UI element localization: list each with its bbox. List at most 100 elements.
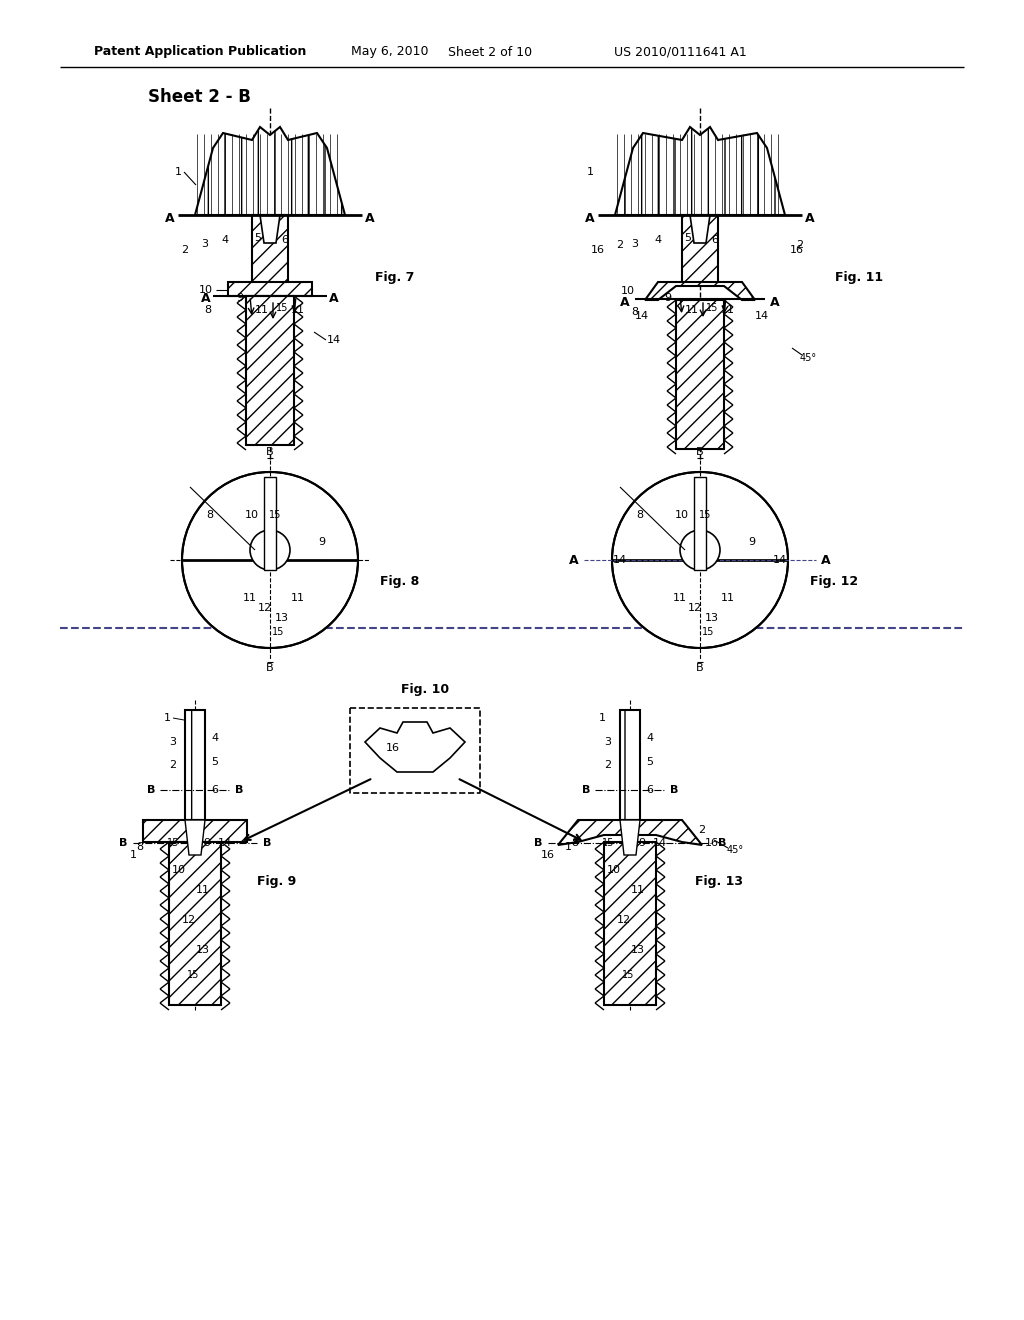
Text: 13: 13 — [705, 612, 719, 623]
Polygon shape — [645, 282, 755, 300]
Text: 12: 12 — [688, 603, 702, 612]
Text: 4: 4 — [221, 235, 228, 246]
Text: 10: 10 — [675, 510, 689, 520]
Text: 16: 16 — [591, 246, 605, 255]
Text: 11: 11 — [673, 593, 687, 603]
Text: 11: 11 — [243, 593, 257, 603]
Text: 45°: 45° — [726, 845, 743, 855]
Polygon shape — [690, 215, 710, 243]
Polygon shape — [260, 215, 280, 243]
Text: A: A — [366, 211, 375, 224]
Bar — [694, 477, 706, 570]
Text: 16: 16 — [386, 743, 400, 752]
Bar — [604, 842, 656, 1005]
Text: 12: 12 — [182, 915, 196, 925]
Circle shape — [680, 531, 720, 570]
Text: 15: 15 — [167, 838, 179, 847]
Text: 14: 14 — [755, 312, 769, 321]
Text: 3: 3 — [632, 239, 639, 249]
Bar — [620, 710, 640, 820]
Text: Patent Application Publication: Patent Application Publication — [94, 45, 306, 58]
Text: 8: 8 — [207, 510, 214, 520]
Bar — [185, 710, 205, 820]
Text: 15: 15 — [186, 970, 200, 979]
Text: 6: 6 — [282, 235, 289, 246]
Text: 15: 15 — [271, 627, 285, 638]
Text: 11: 11 — [196, 884, 210, 895]
Text: 9: 9 — [638, 838, 645, 847]
Text: A: A — [621, 296, 630, 309]
Bar — [143, 820, 247, 842]
Text: 15: 15 — [698, 510, 712, 520]
Circle shape — [250, 531, 290, 570]
Text: 3: 3 — [170, 737, 176, 747]
Text: 8: 8 — [637, 510, 643, 520]
Text: B: B — [234, 785, 243, 795]
Text: 11: 11 — [631, 884, 645, 895]
Text: 8: 8 — [632, 308, 639, 317]
Text: 1: 1 — [174, 168, 181, 177]
Text: 15: 15 — [701, 627, 714, 638]
Text: 45°: 45° — [800, 352, 816, 363]
Text: 9: 9 — [665, 293, 672, 304]
Text: 5: 5 — [212, 756, 218, 767]
Text: A: A — [329, 293, 339, 305]
Text: 8: 8 — [571, 838, 579, 847]
Text: 12: 12 — [258, 603, 272, 612]
Bar — [228, 282, 312, 296]
Text: 9: 9 — [749, 537, 756, 546]
Text: 10: 10 — [607, 865, 621, 875]
Text: 15: 15 — [275, 304, 288, 313]
Text: 13: 13 — [196, 945, 210, 954]
Text: 6: 6 — [212, 785, 218, 795]
Text: 3: 3 — [604, 737, 611, 747]
Text: 10: 10 — [172, 865, 186, 875]
Text: B: B — [146, 785, 156, 795]
Text: 14: 14 — [218, 838, 232, 847]
Text: 9: 9 — [318, 537, 326, 546]
Text: B: B — [266, 447, 273, 457]
Text: 14: 14 — [327, 335, 341, 345]
Text: Fig. 13: Fig. 13 — [695, 875, 743, 888]
Text: B: B — [670, 785, 678, 795]
Text: 1: 1 — [129, 850, 136, 861]
Text: 14: 14 — [653, 838, 667, 847]
Text: 5: 5 — [255, 234, 261, 243]
Text: 4: 4 — [211, 733, 218, 743]
Polygon shape — [195, 127, 345, 215]
Text: 8: 8 — [136, 842, 143, 851]
Text: 14: 14 — [773, 554, 787, 565]
Text: 6: 6 — [646, 785, 653, 795]
Text: 5: 5 — [684, 234, 691, 243]
Polygon shape — [558, 820, 702, 845]
Text: 10: 10 — [199, 285, 213, 294]
Text: Fig. 12: Fig. 12 — [810, 576, 858, 589]
Text: 2: 2 — [698, 825, 706, 836]
Text: 11: 11 — [291, 305, 305, 315]
Text: Fig. 9: Fig. 9 — [257, 875, 296, 888]
Bar — [682, 215, 718, 285]
Text: B: B — [263, 838, 271, 847]
Bar — [246, 296, 294, 445]
Text: 3: 3 — [202, 239, 209, 249]
Text: A: A — [569, 553, 579, 566]
Text: B: B — [696, 447, 703, 457]
Text: 13: 13 — [631, 945, 645, 954]
Text: 1: 1 — [598, 713, 605, 723]
Text: 12: 12 — [616, 915, 631, 925]
Polygon shape — [615, 127, 785, 215]
Text: 2: 2 — [169, 760, 176, 770]
Text: 11: 11 — [255, 305, 269, 315]
Text: 2: 2 — [604, 760, 611, 770]
Text: 4: 4 — [654, 235, 662, 246]
Text: 10: 10 — [621, 286, 635, 296]
Text: B: B — [696, 663, 703, 673]
Text: Sheet 2 of 10: Sheet 2 of 10 — [447, 45, 532, 58]
Text: 6: 6 — [712, 235, 719, 246]
Text: Sheet 2 - B: Sheet 2 - B — [148, 88, 251, 106]
Text: B: B — [119, 838, 127, 847]
Text: Fig. 8: Fig. 8 — [380, 576, 419, 589]
Text: 15: 15 — [602, 838, 614, 847]
Text: 9: 9 — [204, 838, 211, 847]
Text: 15: 15 — [269, 510, 282, 520]
